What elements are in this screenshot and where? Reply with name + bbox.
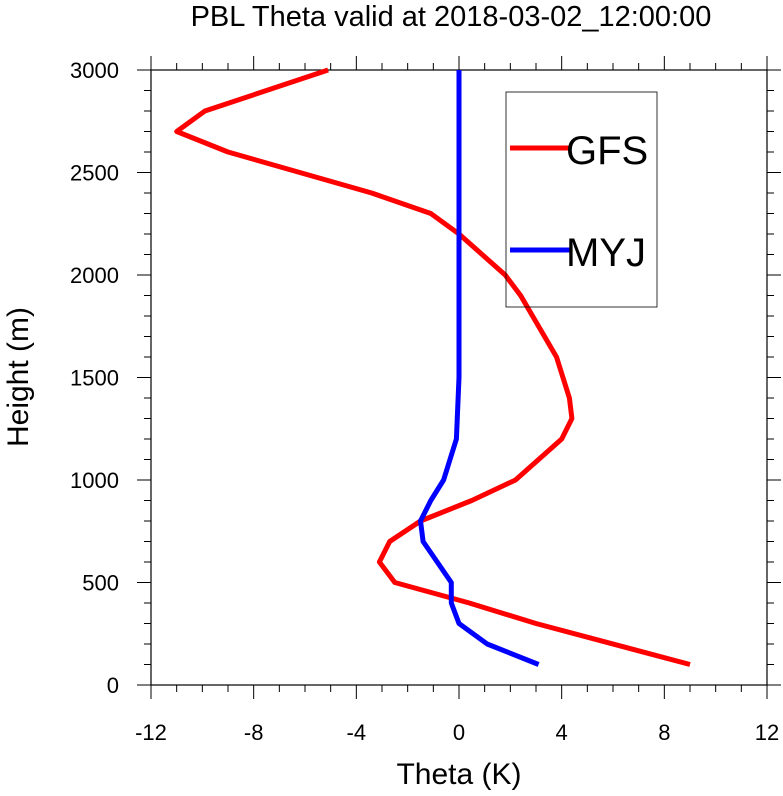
series-line-gfs [174, 67, 691, 667]
x-tick-label: 12 [755, 720, 779, 745]
x-tick-label: -12 [135, 720, 167, 745]
legend-label-gfs: GFS [566, 129, 648, 173]
x-axis-label: Theta (K) [396, 758, 521, 791]
x-tick-label: 4 [556, 720, 568, 745]
y-tick-label: 2500 [70, 161, 119, 186]
x-tick-label: -8 [244, 720, 264, 745]
legend: GFS MYJ [505, 91, 658, 308]
x-tick-label: 8 [658, 720, 670, 745]
series-line-myj [418, 70, 540, 667]
y-axis-label: Height (m) [2, 307, 35, 447]
x-tick-label: 0 [453, 720, 465, 745]
x-tick-label: -4 [347, 720, 367, 745]
chart-title: PBL Theta valid at 2018-03-02_12:00:00 [191, 1, 712, 33]
legend-label-myj: MYJ [566, 231, 646, 275]
y-tick-label: 0 [107, 673, 119, 698]
y-tick-label: 3000 [70, 58, 119, 83]
legend-box [505, 91, 658, 308]
y-tick-label: 1500 [70, 366, 119, 391]
y-tick-label: 1000 [70, 468, 119, 493]
y-tick-label: 2000 [70, 263, 119, 288]
y-tick-label: 500 [82, 571, 119, 596]
